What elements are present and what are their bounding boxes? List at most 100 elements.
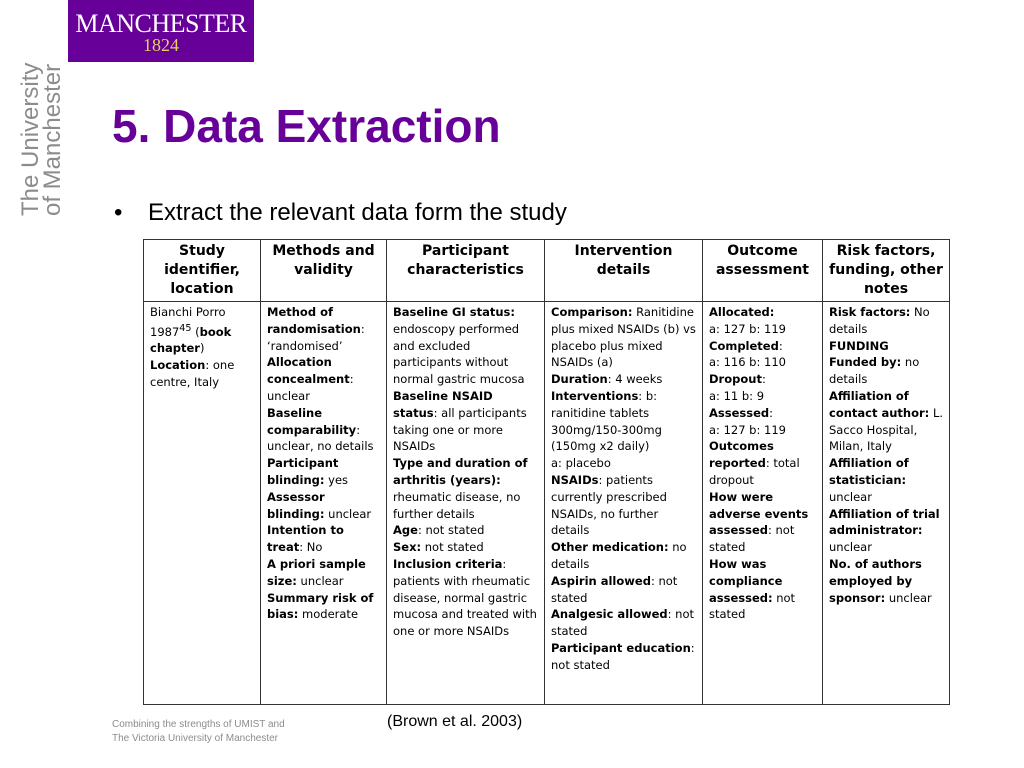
cell-field-value: no details <box>551 540 687 571</box>
cell-field-value: : patients with rheumatic disease, norma… <box>393 556 537 639</box>
cell-field-label: Analgesic allowed <box>551 607 668 622</box>
cell-field-label: Sex: <box>393 540 422 555</box>
cell-field-value: : <box>769 405 773 420</box>
cell-field-value: : patients currently prescribed NSAIDs, … <box>551 472 667 538</box>
cell-field-value: not stated <box>421 540 484 555</box>
cell-field-label: Intention to treat <box>267 523 344 555</box>
bullet-text: Extract the relevant data form the study <box>148 199 567 226</box>
cell-field-label: Baseline comparability <box>267 405 357 437</box>
cell-field-label: Risk factors: <box>829 305 911 319</box>
citation: (Brown et al. 2003) <box>387 713 523 730</box>
cell-field-label: Assessor blinding: <box>267 489 325 521</box>
cell-field-label: Interventions <box>551 388 639 403</box>
slide-title: 5. Data Extraction <box>112 100 501 152</box>
cell-field-label: Type and duration of arthritis (years): <box>393 456 528 487</box>
cell-field-value: : 4 weeks <box>607 372 663 387</box>
cell-field-value: : not stated <box>551 573 678 605</box>
cell-field-value: unclear <box>296 573 344 588</box>
cell-field-value: : not stated <box>551 607 695 639</box>
cell-field-value: ) <box>199 341 205 356</box>
cell-field-label: Location <box>150 358 206 373</box>
cell-field-label: How were adverse events assessed <box>709 489 809 538</box>
column-header: Risk factors, funding, other notes <box>822 239 950 302</box>
cell-field-label: Completed <box>709 338 779 353</box>
column-header: Participant characteristics <box>386 239 545 302</box>
cell-field-label: Allocated: <box>709 305 775 319</box>
table-cell-intervention: Comparison: Ranitidine plus mixed NSAIDs… <box>544 301 703 705</box>
cell-field-label: Summary risk of bias: <box>267 590 374 622</box>
cell-field-value: 45 <box>179 322 192 334</box>
cell-field-label: Method of randomisation <box>267 305 361 336</box>
cell-field-value: unclear <box>829 540 872 555</box>
cell-field-value: endoscopy performed and excluded partici… <box>393 321 525 387</box>
table-cell-participants: Baseline GI status: endoscopy performed … <box>386 301 545 705</box>
logo-name: MANCHESTER <box>75 9 247 38</box>
cell-field-value: : total dropout <box>709 456 800 487</box>
cell-field-value: Bianchi Porro 1987 <box>150 305 226 339</box>
table-cell-outcome: Allocated: a: 127 b: 119 Completed: a: 116 … <box>702 301 823 705</box>
column-header: Study identifier, location <box>143 239 261 302</box>
footer-text: Combining the strengths of UMIST and The… <box>112 718 285 746</box>
table-header-row: Study identifier, location Methods and v… <box>143 239 950 302</box>
cell-field-value: moderate <box>298 607 359 622</box>
footer-line2: The Victoria University of Manchester <box>112 733 278 744</box>
cell-field-label: Affiliation of contact author: <box>829 388 930 420</box>
table-row: Bianchi Porro 198745 (book chapter) Locat… <box>143 301 950 705</box>
cell-field-label: Outcomes reported <box>709 439 774 471</box>
cell-field-label: Age <box>393 523 418 538</box>
cell-field-value: No details <box>829 305 930 336</box>
cell-field-value: : one centre, Italy <box>150 358 235 390</box>
table-cell-risk-factors: Risk factors: No details FUNDING Funded by… <box>822 301 950 705</box>
cell-field-value: Ranitidine plus mixed NSAIDs (b) vs plac… <box>551 305 696 370</box>
cell-field-value: a: 11 b: 9 <box>709 388 765 403</box>
manchester-logo: MANCHESTER 1824 <box>68 0 254 62</box>
cell-field-label: Duration <box>551 372 608 387</box>
cell-field-label: Allocation concealment <box>267 355 350 387</box>
cell-field-value: not stated <box>709 590 796 622</box>
column-header: Methods and validity <box>260 239 387 302</box>
cell-field-value: a: 116 b: 110 <box>709 355 786 370</box>
cell-field-label: No. of authors employed by sponsor: <box>829 556 922 605</box>
cell-field-value: : not stated <box>551 640 695 672</box>
cell-field-label: Comparison: <box>551 305 633 319</box>
cell-field-value: : unclear, no details <box>267 422 374 454</box>
cell-field-value: : <box>778 338 783 353</box>
cell-field-label: NSAIDs <box>551 472 599 487</box>
cell-field-value: : No <box>299 540 323 555</box>
cell-field-value: ( <box>191 324 200 339</box>
cell-field-value: : <box>761 372 766 387</box>
footer-line1: Combining the strengths of UMIST and <box>112 719 285 730</box>
logo-year: 1824 <box>143 35 179 55</box>
cell-field-value: unclear <box>324 506 372 521</box>
cell-field-label: Participant blinding: <box>267 456 339 487</box>
cell-field-value: : b: ranitidine tablets 300mg/150-300mg … <box>551 388 662 454</box>
cell-field-label: Affiliation of trial administrator: <box>829 506 940 538</box>
bullet-point: • Extract the relevant data form the stud… <box>114 198 567 228</box>
cell-field-value: yes <box>324 472 349 487</box>
cell-field-value: unclear <box>829 489 872 504</box>
cell-field-label: Inclusion criteria <box>393 556 503 571</box>
cell-field-value: : unclear <box>267 372 354 403</box>
cell-field-value: : ‘randomised’ <box>267 321 365 353</box>
cell-field-label: Participant education <box>551 640 691 655</box>
cell-field-label: book chapter <box>150 324 232 356</box>
cell-field-value: : all participants taking one or more NS… <box>393 405 527 454</box>
cell-field-label: Dropout <box>709 372 762 387</box>
cell-field-label: Other medication: <box>551 540 669 555</box>
cell-field-value: : not stated <box>417 523 485 538</box>
cell-field-label: Assessed <box>709 405 770 420</box>
cell-field-label: Funded by: <box>829 355 902 370</box>
cell-field-value: unclear <box>885 590 932 605</box>
cell-field-value: a: 127 b: 119 <box>709 422 786 437</box>
cell-field-value: : not stated <box>709 523 795 555</box>
side-university-wordmark: The University of Manchester <box>17 63 66 216</box>
cell-field-value: a: placebo <box>551 456 611 471</box>
column-header: Intervention details <box>544 239 703 302</box>
cell-field-label: How was compliance assessed: <box>709 556 783 605</box>
side-wordmark-line2: of Manchester <box>39 63 66 216</box>
bullet-marker: • <box>114 199 123 226</box>
cell-field-label: Baseline NSAID status <box>393 388 493 420</box>
cell-field-label: A priori sample size: <box>267 556 366 588</box>
cell-field-label: FUNDING <box>829 338 889 353</box>
cell-field-value: L. Sacco Hospital, Milan, Italy <box>829 405 944 454</box>
